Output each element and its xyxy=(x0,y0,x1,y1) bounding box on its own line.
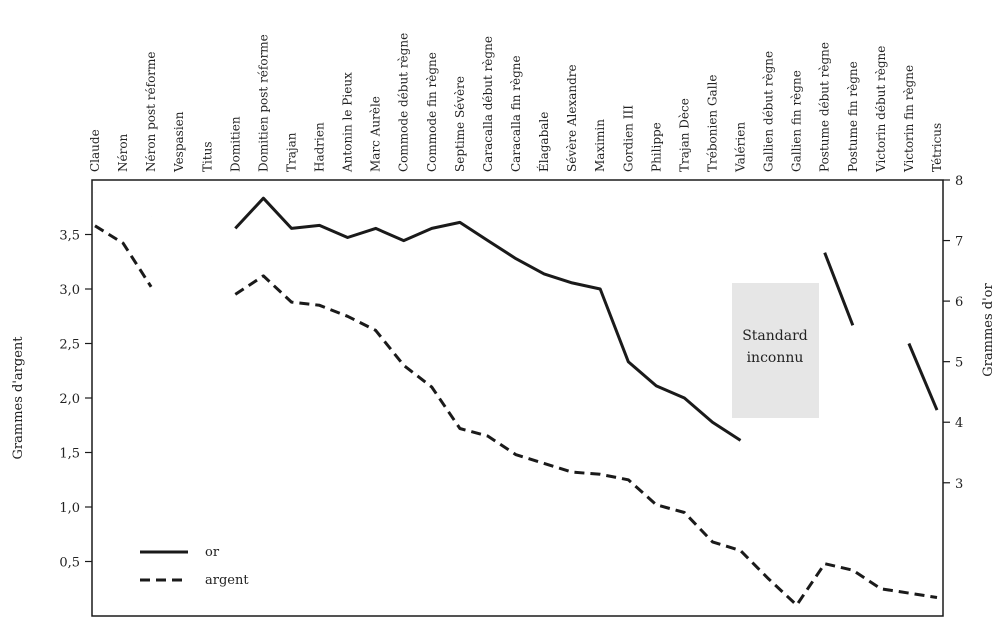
category-label: Postume début règne xyxy=(818,42,832,172)
category-label: Néron post réforme xyxy=(144,51,158,172)
category-label: Septime Sévère xyxy=(453,76,467,172)
category-label: Titus xyxy=(200,141,214,172)
category-axis: Claude Néron Néron post réforme Vespasien Ti… xyxy=(88,33,944,173)
category-label: Domitien post réforme xyxy=(256,34,270,172)
left-tick-label: 3,0 xyxy=(59,283,80,298)
left-tick-label: 2,0 xyxy=(59,392,80,407)
category-label: Élagabale xyxy=(536,112,551,172)
legend-label-argent: argent xyxy=(205,573,249,588)
right-tick-label: 4 xyxy=(955,416,963,431)
right-tick-label: 6 xyxy=(955,295,963,310)
category-label: Caracalla début règne xyxy=(481,36,495,172)
left-tick-label: 0,5 xyxy=(59,556,80,571)
gap-box-text-line1: Standard xyxy=(742,328,808,344)
category-label: Sévère Alexandre xyxy=(565,64,579,172)
category-label: Caracalla fin règne xyxy=(509,55,523,172)
category-label: Victorin fin règne xyxy=(902,65,916,173)
right-tick-label: 5 xyxy=(955,356,963,371)
category-label: Tétricus xyxy=(930,123,944,172)
category-label: Marc Aurèle xyxy=(369,96,383,172)
left-tick-label: 1,0 xyxy=(59,501,80,516)
right-axis-title: Grammes d'or xyxy=(981,282,996,376)
left-axis: 0,5 1,0 1,5 2,0 2,5 3,0 3,5 xyxy=(59,229,92,571)
gap-box-text-line2: inconnu xyxy=(747,350,804,366)
category-label: Domitien xyxy=(228,116,242,172)
left-tick-label: 3,5 xyxy=(59,229,80,244)
category-label: Commode fin règne xyxy=(425,52,439,172)
category-label: Néron xyxy=(116,133,130,172)
category-label: Hadrien xyxy=(313,122,327,172)
left-axis-title: Grammes d'argent xyxy=(11,336,26,460)
category-label: Valérien xyxy=(734,122,748,173)
category-label: Philippe xyxy=(649,122,663,172)
category-label: Claude xyxy=(88,129,102,172)
category-label: Trajan Dèce xyxy=(677,98,691,172)
right-tick-label: 7 xyxy=(955,235,963,250)
legend: or argent xyxy=(140,545,249,588)
unknown-standard-box xyxy=(732,283,819,418)
category-label: Vespasien xyxy=(172,111,186,173)
series-layer xyxy=(94,192,939,607)
category-label: Gallien début règne xyxy=(762,51,776,172)
series-line-or xyxy=(823,252,855,326)
right-tick-label: 8 xyxy=(955,174,963,189)
legend-label-or: or xyxy=(205,545,220,560)
category-label: Antonin le Pieux xyxy=(341,72,355,173)
category-label: Trébonien Galle xyxy=(705,75,719,172)
category-label: Gallien fin règne xyxy=(790,70,804,172)
left-tick-label: 1,5 xyxy=(59,447,80,462)
category-label: Commode début règne xyxy=(397,33,411,172)
right-axis: 3 4 5 6 7 8 xyxy=(943,174,963,492)
series-line-or xyxy=(234,196,742,442)
series-line-argent xyxy=(94,224,153,288)
series-line-or xyxy=(907,342,939,411)
category-label: Trajan xyxy=(284,132,298,172)
category-label: Victorin début règne xyxy=(874,46,888,173)
left-tick-label: 2,5 xyxy=(59,338,80,353)
right-tick-label: 3 xyxy=(955,477,963,492)
category-label: Postume fin règne xyxy=(846,61,860,172)
series-line-argent xyxy=(234,274,938,607)
category-label: Gordien III xyxy=(621,105,635,172)
category-label: Maximin xyxy=(593,119,607,172)
